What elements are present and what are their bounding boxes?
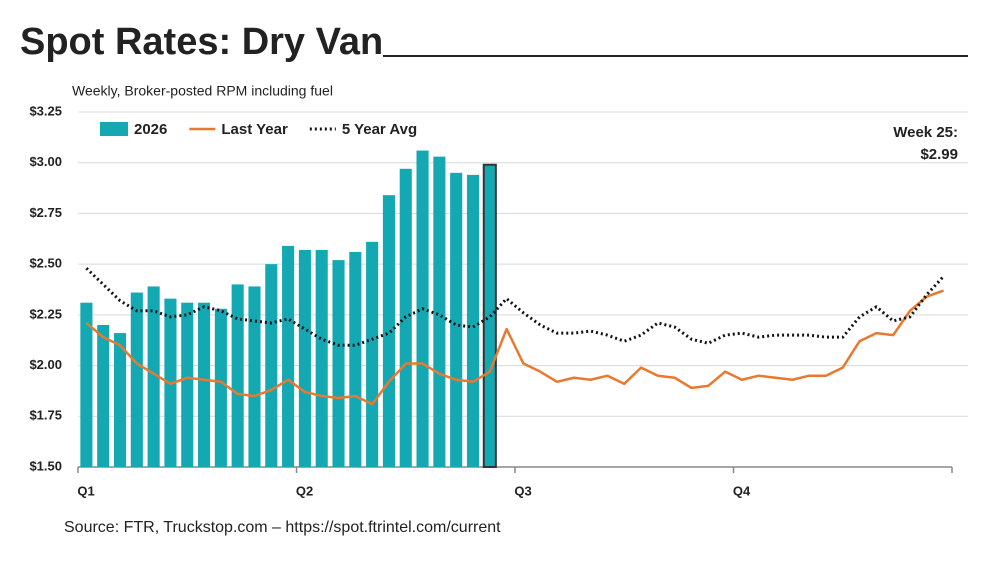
bar xyxy=(214,308,227,467)
annotation: Week 25: xyxy=(893,124,958,141)
legend-label: 2026 xyxy=(134,121,167,138)
bar xyxy=(113,333,127,467)
bar xyxy=(80,302,93,467)
x-tick-label: Q1 xyxy=(77,483,94,498)
chart-title: Spot Rates: Dry Van xyxy=(20,21,383,63)
y-tick-label: $2.75 xyxy=(29,205,62,220)
x-tick-label: Q2 xyxy=(296,483,313,498)
legend-swatch xyxy=(100,122,128,136)
bar xyxy=(366,241,379,467)
bar xyxy=(265,264,278,467)
bar xyxy=(332,260,345,467)
legend-label: 5 Year Avg xyxy=(342,121,417,138)
bar xyxy=(450,172,463,467)
y-tick-label: $3.00 xyxy=(29,154,62,169)
bar xyxy=(298,249,311,467)
x-tick-label: Q3 xyxy=(514,483,531,498)
y-tick-label: $2.00 xyxy=(29,357,62,372)
y-tick-label: $1.75 xyxy=(29,408,62,423)
bar xyxy=(315,249,328,467)
bar xyxy=(130,292,143,467)
bar xyxy=(97,325,110,467)
annotation: $2.99 xyxy=(920,146,958,163)
bar xyxy=(198,302,211,467)
bar xyxy=(382,195,395,467)
source: Source: FTR, Truckstop.com – https://spo… xyxy=(64,519,501,536)
y-tick-label: $2.25 xyxy=(29,306,62,321)
bar xyxy=(349,251,362,467)
line xyxy=(85,267,945,347)
bar xyxy=(248,286,261,467)
y-tick-label: $3.25 xyxy=(29,103,62,118)
line xyxy=(85,289,945,406)
bar xyxy=(181,302,194,467)
y-tick-label: $2.50 xyxy=(29,256,62,271)
bar xyxy=(147,286,160,467)
subtitle: Weekly, Broker-posted RPM including fuel xyxy=(72,83,333,99)
x-tick-label: Q4 xyxy=(733,483,751,498)
bar xyxy=(282,245,295,467)
bar xyxy=(466,174,480,467)
bar xyxy=(231,284,244,467)
legend-label: Last Year xyxy=(221,121,288,138)
y-tick-label: $1.50 xyxy=(29,458,62,473)
bar xyxy=(433,156,446,467)
